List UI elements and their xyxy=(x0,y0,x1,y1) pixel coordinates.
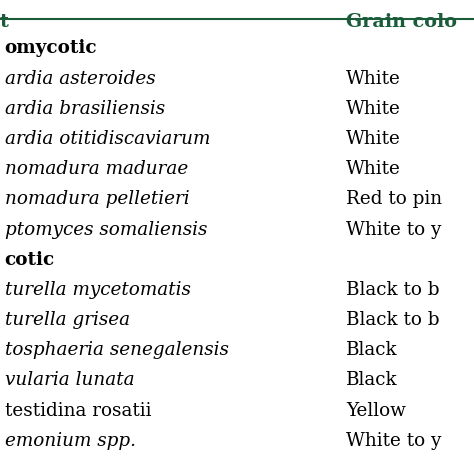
Text: ardia asteroides: ardia asteroides xyxy=(5,70,155,88)
Text: White: White xyxy=(346,130,401,148)
Text: White: White xyxy=(346,100,401,118)
Text: nomadura madurae: nomadura madurae xyxy=(5,160,188,178)
Text: tosphaeria senegalensis: tosphaeria senegalensis xyxy=(5,341,228,359)
Text: turella grisea: turella grisea xyxy=(5,311,130,329)
Text: Black: Black xyxy=(346,341,398,359)
Text: ardia otitidiscaviarum: ardia otitidiscaviarum xyxy=(5,130,210,148)
Text: omycotic: omycotic xyxy=(5,39,97,57)
Text: Red to pin: Red to pin xyxy=(346,191,442,208)
Text: t: t xyxy=(0,13,9,31)
Text: nomadura pelletieri: nomadura pelletieri xyxy=(5,191,190,208)
Text: turella mycetomatis: turella mycetomatis xyxy=(5,281,191,299)
Text: emonium spp.: emonium spp. xyxy=(5,432,136,450)
Text: White: White xyxy=(346,70,401,88)
Text: testidina rosatii: testidina rosatii xyxy=(5,401,151,419)
Text: Grain colo: Grain colo xyxy=(346,13,457,31)
Text: ptomyces somaliensis: ptomyces somaliensis xyxy=(5,220,207,238)
Text: ardia brasiliensis: ardia brasiliensis xyxy=(5,100,165,118)
Text: vularia lunata: vularia lunata xyxy=(5,372,134,390)
Text: cotic: cotic xyxy=(5,251,55,269)
Text: Black to b: Black to b xyxy=(346,311,439,329)
Text: White to y: White to y xyxy=(346,220,441,238)
Text: White: White xyxy=(346,160,401,178)
Text: White to y: White to y xyxy=(346,432,441,450)
Text: Black to b: Black to b xyxy=(346,281,439,299)
Text: Black: Black xyxy=(346,372,398,390)
Text: Yellow: Yellow xyxy=(346,401,406,419)
